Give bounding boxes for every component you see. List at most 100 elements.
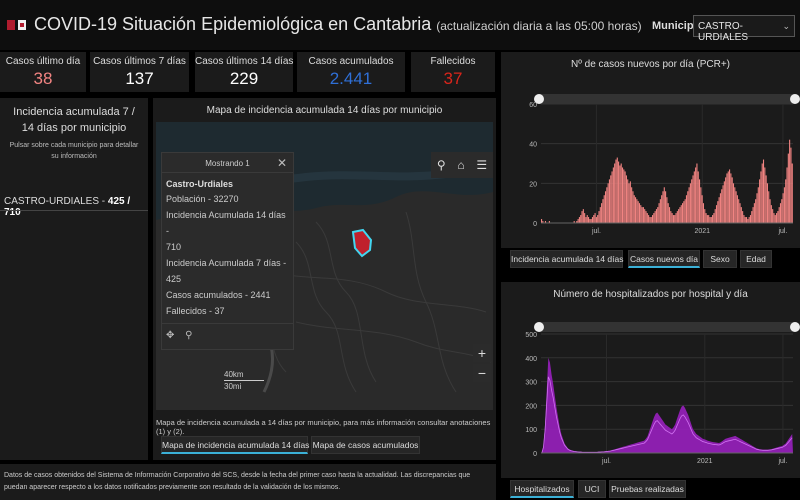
range-slider-handle-left[interactable] <box>534 94 544 104</box>
bar <box>692 175 694 223</box>
bar <box>644 209 646 223</box>
bar <box>774 215 776 223</box>
bar <box>736 195 738 223</box>
castro-urdiales-area[interactable] <box>351 228 373 258</box>
bar <box>631 187 633 223</box>
bar <box>718 197 720 223</box>
municipio-label: Municipio <box>652 20 704 32</box>
range-slider-track[interactable] <box>539 94 795 104</box>
popup-ia14-value: 710 <box>166 242 182 252</box>
divider <box>0 210 148 211</box>
bar <box>593 215 595 223</box>
tab-mapa-incidencia[interactable]: Mapa de incidencia acumulada 14 días <box>161 436 309 454</box>
tab-hospitalizados[interactable]: Hospitalizados <box>510 480 574 498</box>
page-title: COVID-19 Situación Epidemiológica en Can… <box>34 14 642 35</box>
bar <box>761 163 763 223</box>
incidencia-municipio: CASTRO-URDIALES - <box>4 196 108 207</box>
tab-pruebas-realizadas[interactable]: Pruebas realizadas <box>609 480 686 498</box>
bar <box>646 213 648 223</box>
list-icon[interactable]: ☰ <box>476 158 488 172</box>
incidencia-panel-hint: Pulsar sobre cada municipio para detalla… <box>9 142 139 160</box>
bar <box>627 179 629 223</box>
tab-casos-nuevos-dia[interactable]: Casos nuevos día <box>628 250 700 268</box>
bar <box>768 191 770 223</box>
map-popup: Mostrando 1 ✕ Castro-Urdiales Población … <box>161 152 294 350</box>
bar <box>706 215 708 223</box>
range-slider-track[interactable] <box>539 322 795 332</box>
bar <box>655 209 658 223</box>
map-canvas[interactable]: Mostrando 1 ✕ Castro-Urdiales Población … <box>156 122 493 410</box>
range-slider-handle-left[interactable] <box>534 322 544 332</box>
bar <box>747 219 749 223</box>
card-casos-ultimo-dia: Casos último día 38 <box>0 52 86 92</box>
bar <box>791 163 793 223</box>
bar <box>641 207 643 223</box>
hospitalizados-chart-panel: Número de hospitalizados por hospital y … <box>501 282 800 478</box>
bar <box>687 191 689 223</box>
bar <box>548 221 550 223</box>
tab-edad[interactable]: Edad <box>740 250 772 268</box>
close-icon[interactable]: ✕ <box>276 156 287 170</box>
map-caption: Mapa de incidencia acumulada a 14 días p… <box>156 418 491 436</box>
y-tick-label: 200 <box>525 403 537 410</box>
card-value: 2.441 <box>329 69 373 88</box>
bar <box>756 193 758 223</box>
card-label: Casos acumulados <box>308 56 394 67</box>
bar <box>629 181 631 223</box>
bar <box>602 199 604 223</box>
tab-sexo[interactable]: Sexo <box>703 250 737 268</box>
bar <box>651 215 654 223</box>
bar <box>603 195 605 223</box>
casos-nuevos-chart[interactable]: 0 20 40 60 jul. 2021 jul. <box>501 52 800 248</box>
tab-uci[interactable]: UCI <box>578 480 606 498</box>
bar <box>789 139 791 223</box>
bar <box>577 219 579 223</box>
bar <box>679 207 681 223</box>
page-title-text: COVID-19 Situación Epidemiológica en Can… <box>34 14 432 34</box>
bar <box>637 201 639 223</box>
bar <box>665 191 667 223</box>
hospitalizados-chart[interactable]: 0 100 200 300 400 500 jul. 2021 jul. <box>501 282 800 478</box>
bar <box>722 185 724 223</box>
pan-icon[interactable]: ✥ <box>166 330 175 341</box>
card-label: Fallecidos <box>430 56 476 67</box>
home-icon[interactable]: ⌂ <box>457 158 465 172</box>
bar <box>675 213 677 223</box>
bar <box>584 213 586 223</box>
bar <box>582 209 584 223</box>
x-tick-label: jul. <box>591 228 601 235</box>
bar <box>684 199 686 223</box>
bar <box>645 211 647 223</box>
tab-incidencia-acumulada[interactable]: Incidencia acumulada 14 días <box>510 250 623 268</box>
bar <box>740 207 742 223</box>
chevron-down-icon: ⌄ <box>782 21 790 31</box>
bar <box>599 207 601 223</box>
zoom-to-icon[interactable]: ⚲ <box>185 330 193 341</box>
zoom-in-button[interactable]: + <box>473 344 491 362</box>
bar <box>782 193 784 223</box>
cantabria-logo-icon <box>7 20 26 30</box>
bar <box>659 199 661 223</box>
bar <box>695 167 697 223</box>
municipio-select[interactable]: CASTRO-URDIALES ⌄ <box>693 15 795 43</box>
x-tick-label: jul. <box>777 458 787 465</box>
x-tick-label: 2021 <box>697 458 713 465</box>
bar <box>739 203 741 223</box>
search-icon[interactable]: ⚲ <box>436 158 446 172</box>
bar <box>654 211 656 223</box>
bar <box>591 217 594 223</box>
bar <box>619 165 621 223</box>
bar <box>727 171 729 223</box>
bar <box>744 217 746 223</box>
bar <box>544 221 547 223</box>
incidencia-row[interactable]: CASTRO-URDIALES - 425 / 710 <box>4 196 148 218</box>
y-tick-label: 0 <box>533 451 537 458</box>
range-slider-handle-right[interactable] <box>790 94 800 104</box>
tab-mapa-casos[interactable]: Mapa de casos acumulados <box>311 436 420 454</box>
bar <box>680 205 682 223</box>
zoom-out-button[interactable]: − <box>473 364 491 382</box>
header-bar: COVID-19 Situación Epidemiológica en Can… <box>0 0 800 50</box>
bar <box>749 215 752 223</box>
bar <box>623 169 625 223</box>
range-slider-handle-right[interactable] <box>790 322 800 332</box>
